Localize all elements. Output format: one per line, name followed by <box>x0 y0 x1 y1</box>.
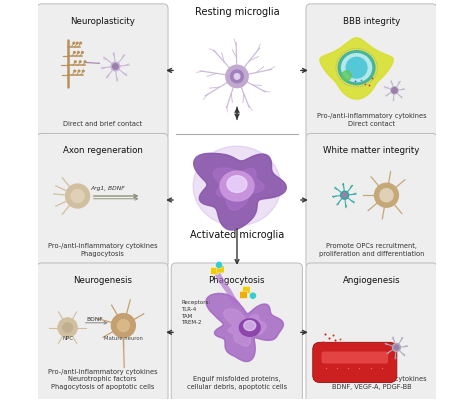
Circle shape <box>392 344 401 352</box>
Ellipse shape <box>342 54 372 82</box>
FancyBboxPatch shape <box>321 352 388 364</box>
Text: BDNF: BDNF <box>86 317 103 322</box>
FancyBboxPatch shape <box>217 266 224 273</box>
Text: NPC: NPC <box>62 336 73 340</box>
Text: Engulf misfolded proteins,
cellular debris, apoptotic cells: Engulf misfolded proteins, cellular debr… <box>187 376 287 390</box>
Circle shape <box>249 292 256 299</box>
Circle shape <box>374 183 399 207</box>
Circle shape <box>71 190 84 202</box>
Text: Mature neuron: Mature neuron <box>104 336 143 341</box>
Circle shape <box>346 57 367 78</box>
Polygon shape <box>206 294 283 362</box>
Polygon shape <box>194 153 286 230</box>
Circle shape <box>341 191 348 199</box>
Circle shape <box>380 189 393 202</box>
Text: Receptors:
TLR-4
TAM
TREM-2: Receptors: TLR-4 TAM TREM-2 <box>181 300 210 325</box>
Circle shape <box>78 52 79 53</box>
Text: Direct and brief contact: Direct and brief contact <box>63 121 142 127</box>
Text: Neuroplasticity: Neuroplasticity <box>70 17 135 26</box>
FancyBboxPatch shape <box>306 263 437 400</box>
Polygon shape <box>213 168 264 210</box>
Circle shape <box>342 71 351 80</box>
Circle shape <box>234 74 240 79</box>
FancyBboxPatch shape <box>210 267 218 274</box>
Text: Pro-/anti-inflammatory cytokines
Neurotrophic factors
Phagocytosis of apoptotic : Pro-/anti-inflammatory cytokines Neurotr… <box>48 369 157 390</box>
Ellipse shape <box>220 171 254 201</box>
Circle shape <box>394 345 399 350</box>
Circle shape <box>65 184 90 208</box>
Circle shape <box>73 52 75 53</box>
FancyBboxPatch shape <box>37 263 168 400</box>
Circle shape <box>118 320 129 332</box>
Text: Pro-/anti-inflammatory cytokines
Direct contact: Pro-/anti-inflammatory cytokines Direct … <box>317 113 426 127</box>
FancyBboxPatch shape <box>171 263 302 400</box>
Text: BBB integrity: BBB integrity <box>343 17 400 26</box>
Circle shape <box>84 61 86 62</box>
Circle shape <box>226 65 248 88</box>
Circle shape <box>76 42 78 44</box>
Ellipse shape <box>244 320 256 330</box>
Ellipse shape <box>338 51 375 85</box>
Circle shape <box>113 64 118 69</box>
Circle shape <box>79 61 81 62</box>
Text: Arg1, BDNF: Arg1, BDNF <box>90 186 125 191</box>
Circle shape <box>111 62 120 71</box>
Circle shape <box>231 70 243 83</box>
Circle shape <box>63 323 73 332</box>
Text: Neurogenesis: Neurogenesis <box>73 276 132 285</box>
Circle shape <box>392 88 397 93</box>
Circle shape <box>74 61 76 62</box>
FancyBboxPatch shape <box>306 4 437 139</box>
Text: White matter integrity: White matter integrity <box>323 146 419 155</box>
Text: Activated microglia: Activated microglia <box>190 230 284 240</box>
Text: Promote OPCs recruitment,
proliferation and differentiation: Promote OPCs recruitment, proliferation … <box>319 243 424 257</box>
Circle shape <box>58 318 77 337</box>
Ellipse shape <box>227 176 247 192</box>
FancyBboxPatch shape <box>37 134 168 268</box>
FancyBboxPatch shape <box>37 4 168 139</box>
Ellipse shape <box>239 319 260 336</box>
FancyBboxPatch shape <box>240 291 247 298</box>
Circle shape <box>216 261 223 268</box>
FancyBboxPatch shape <box>243 286 250 294</box>
FancyBboxPatch shape <box>306 134 437 268</box>
Circle shape <box>111 314 136 338</box>
Circle shape <box>82 52 83 53</box>
FancyBboxPatch shape <box>313 342 397 382</box>
Text: Axon regeneration: Axon regeneration <box>63 146 142 155</box>
Polygon shape <box>320 38 393 99</box>
Circle shape <box>73 42 74 44</box>
Text: Resting microglia: Resting microglia <box>195 7 279 17</box>
Polygon shape <box>224 309 266 346</box>
Circle shape <box>82 70 84 72</box>
Circle shape <box>78 70 80 72</box>
Ellipse shape <box>193 146 281 226</box>
Circle shape <box>80 42 82 44</box>
Circle shape <box>391 87 398 94</box>
Text: Angiogenesis: Angiogenesis <box>343 276 401 285</box>
Text: Pro-/anti-inflammatory cytokines
Phagocytosis: Pro-/anti-inflammatory cytokines Phagocy… <box>48 243 157 257</box>
Circle shape <box>342 193 347 198</box>
Text: Phagocytosis: Phagocytosis <box>209 276 265 285</box>
Circle shape <box>74 70 75 72</box>
Text: Pro-/anti-inflammatory cytokines
BDNF, VEGF-A, PDGF-BB: Pro-/anti-inflammatory cytokines BDNF, V… <box>317 376 426 390</box>
